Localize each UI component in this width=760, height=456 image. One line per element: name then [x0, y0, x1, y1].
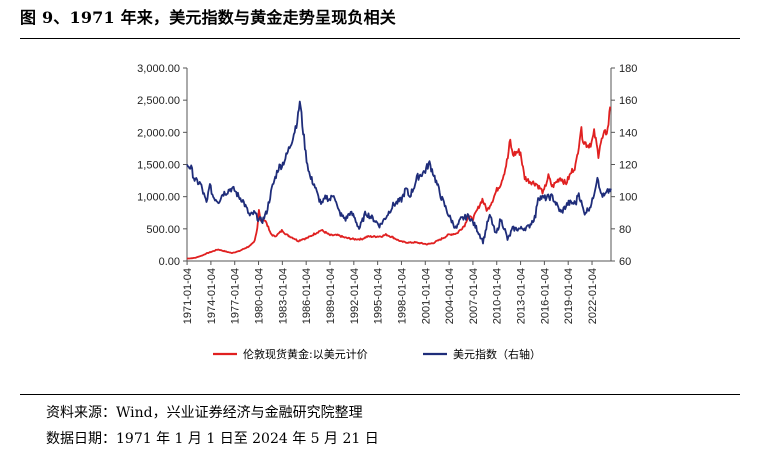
- x-tick-label: 1977-01-04: [230, 268, 242, 324]
- series-layer: [186, 100, 612, 260]
- legend-label-1: 美元指数（右轴）: [453, 347, 541, 361]
- bottom-rule: [20, 394, 740, 395]
- x-tick-label: 1983-01-04: [277, 268, 289, 324]
- right-axis: 60 80 100 120 140 160 180: [610, 63, 637, 268]
- left-tick-label: 500.00: [146, 224, 180, 236]
- left-tick-label: 0.00: [159, 256, 180, 268]
- x-tick-label: 2001-01-04: [420, 268, 432, 324]
- x-tick-label: 1980-01-04: [254, 268, 266, 324]
- x-tick-label: 2022-01-04: [587, 268, 599, 324]
- top-rule: [20, 38, 740, 39]
- right-tick-label: 160: [619, 95, 637, 107]
- legend-label-0: 伦敦现货黄金:以美元计价: [243, 347, 368, 361]
- left-tick-label: 3,000.00: [137, 63, 180, 75]
- x-tick-label: 2013-01-04: [516, 268, 528, 324]
- x-tick-label: 1974-01-04: [206, 268, 218, 324]
- x-tick-label: 2016-01-04: [539, 268, 551, 324]
- left-tick-label: 1,500.00: [137, 160, 180, 172]
- left-tick-label: 2,000.00: [137, 127, 180, 139]
- left-tick-label: 1,000.00: [137, 192, 180, 204]
- right-tick-label: 120: [619, 160, 637, 172]
- date-note: 数据日期：1971 年 1 月 1 日至 2024 年 5 月 21 日: [46, 431, 379, 447]
- legend: 伦敦现货黄金:以美元计价 美元指数（右轴）: [213, 347, 541, 361]
- x-tick-label: 1992-01-04: [349, 268, 361, 324]
- x-tick-label: 2019-01-04: [563, 268, 575, 324]
- x-tick-label: 1995-01-04: [373, 268, 385, 324]
- x-tick-label: 1998-01-04: [396, 268, 408, 324]
- chart: 0.00 500.00 1,000.00 1,500.00 2,000.00 2,500.…: [137, 63, 637, 361]
- right-tick-label: 100: [619, 192, 637, 204]
- series-line-0: [186, 106, 612, 260]
- x-axis: 1971-01-04 1974-01-04 1977-01-04 1980-01-04…: [182, 260, 611, 324]
- x-tick-label: 2004-01-04: [444, 268, 456, 324]
- right-tick-label: 80: [619, 224, 631, 236]
- x-tick-label: 2010-01-04: [492, 268, 504, 324]
- x-tick-label: 1989-01-04: [325, 268, 337, 324]
- page-title: 图 9、1971 年来，美元指数与黄金走势呈现负相关: [20, 8, 397, 27]
- x-tick-label: 1971-01-04: [182, 268, 194, 324]
- right-tick-label: 60: [619, 256, 631, 268]
- series-line-1: [186, 100, 612, 245]
- left-tick-label: 2,500.00: [137, 95, 180, 107]
- left-axis: 0.00 500.00 1,000.00 1,500.00 2,000.00 2,500.…: [137, 63, 188, 268]
- source-note: 资料来源：Wind，兴业证券经济与金融研究院整理: [46, 405, 363, 421]
- right-tick-label: 140: [619, 127, 637, 139]
- right-tick-label: 180: [619, 63, 637, 75]
- x-tick-label: 2007-01-04: [468, 268, 480, 324]
- x-tick-label: 1986-01-04: [301, 268, 313, 324]
